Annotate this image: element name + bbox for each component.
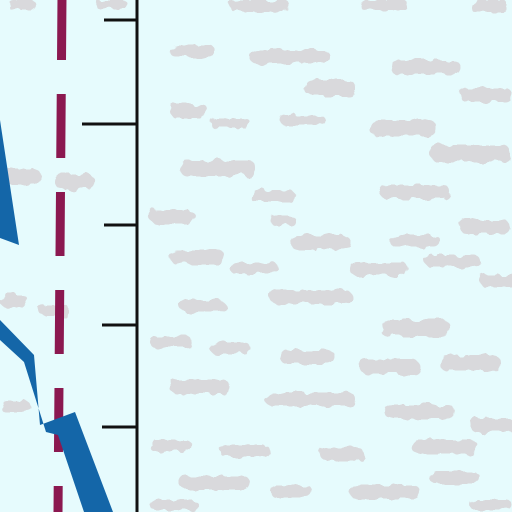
- ice-floe: [470, 418, 512, 432]
- ice-floe: [250, 50, 330, 64]
- ice-floe: [270, 290, 352, 304]
- ice-floe: [320, 448, 364, 460]
- ice-floe: [220, 445, 270, 457]
- ice-floe: [150, 500, 198, 510]
- ice-floe: [230, 0, 290, 12]
- ice-floe: [150, 440, 192, 452]
- ice-floe: [0, 400, 30, 412]
- ice-floe: [350, 485, 420, 499]
- ice-floe: [470, 500, 512, 510]
- ice-floe: [280, 350, 335, 364]
- ice-floe: [180, 300, 225, 312]
- ice-floe: [380, 320, 450, 336]
- ice-floe: [290, 235, 350, 249]
- ice-floe: [180, 160, 255, 176]
- ice-floe: [250, 190, 295, 202]
- ice-floe: [430, 472, 480, 484]
- ice-floe: [170, 45, 215, 57]
- ice-floe: [430, 145, 510, 161]
- ice-floe: [412, 440, 478, 454]
- ice-floe: [95, 0, 127, 8]
- ice-floe: [425, 255, 480, 267]
- ice-floe: [55, 175, 95, 189]
- meridian-line: [82, 0, 139, 512]
- route-line[interactable]: [0, 120, 113, 512]
- ice-floe: [360, 0, 408, 10]
- ice-floe: [380, 185, 450, 199]
- ice-floe: [480, 275, 512, 287]
- ice-floe: [180, 476, 250, 490]
- ice-floe: [8, 0, 36, 10]
- ice-floe: [40, 305, 70, 317]
- ice-floe: [460, 88, 512, 102]
- ice-floe: [150, 210, 195, 224]
- ice-floe: [270, 215, 295, 225]
- ice-floe: [170, 250, 225, 264]
- ice-floe: [390, 60, 460, 74]
- ice-floe: [305, 80, 355, 96]
- ice-floe: [170, 380, 230, 394]
- ice-floe: [360, 360, 420, 374]
- ice-floe: [270, 485, 312, 497]
- ice-floe: [460, 220, 510, 234]
- ice-floe: [170, 104, 208, 118]
- ice-floe: [390, 235, 440, 247]
- ice-floe: [150, 336, 192, 348]
- ice-floe: [0, 168, 40, 184]
- ice-floe: [265, 392, 355, 406]
- ice-floe: [470, 0, 508, 12]
- ice-floe: [210, 342, 250, 354]
- ice-floe: [280, 115, 325, 125]
- ice-floe: [0, 295, 28, 307]
- ice-floe: [385, 405, 455, 419]
- ice-floe: [350, 262, 408, 276]
- ice-floe: [230, 262, 278, 274]
- ice-floe: [370, 120, 436, 136]
- ice-floe: [210, 118, 250, 128]
- ice-floe: [440, 355, 500, 371]
